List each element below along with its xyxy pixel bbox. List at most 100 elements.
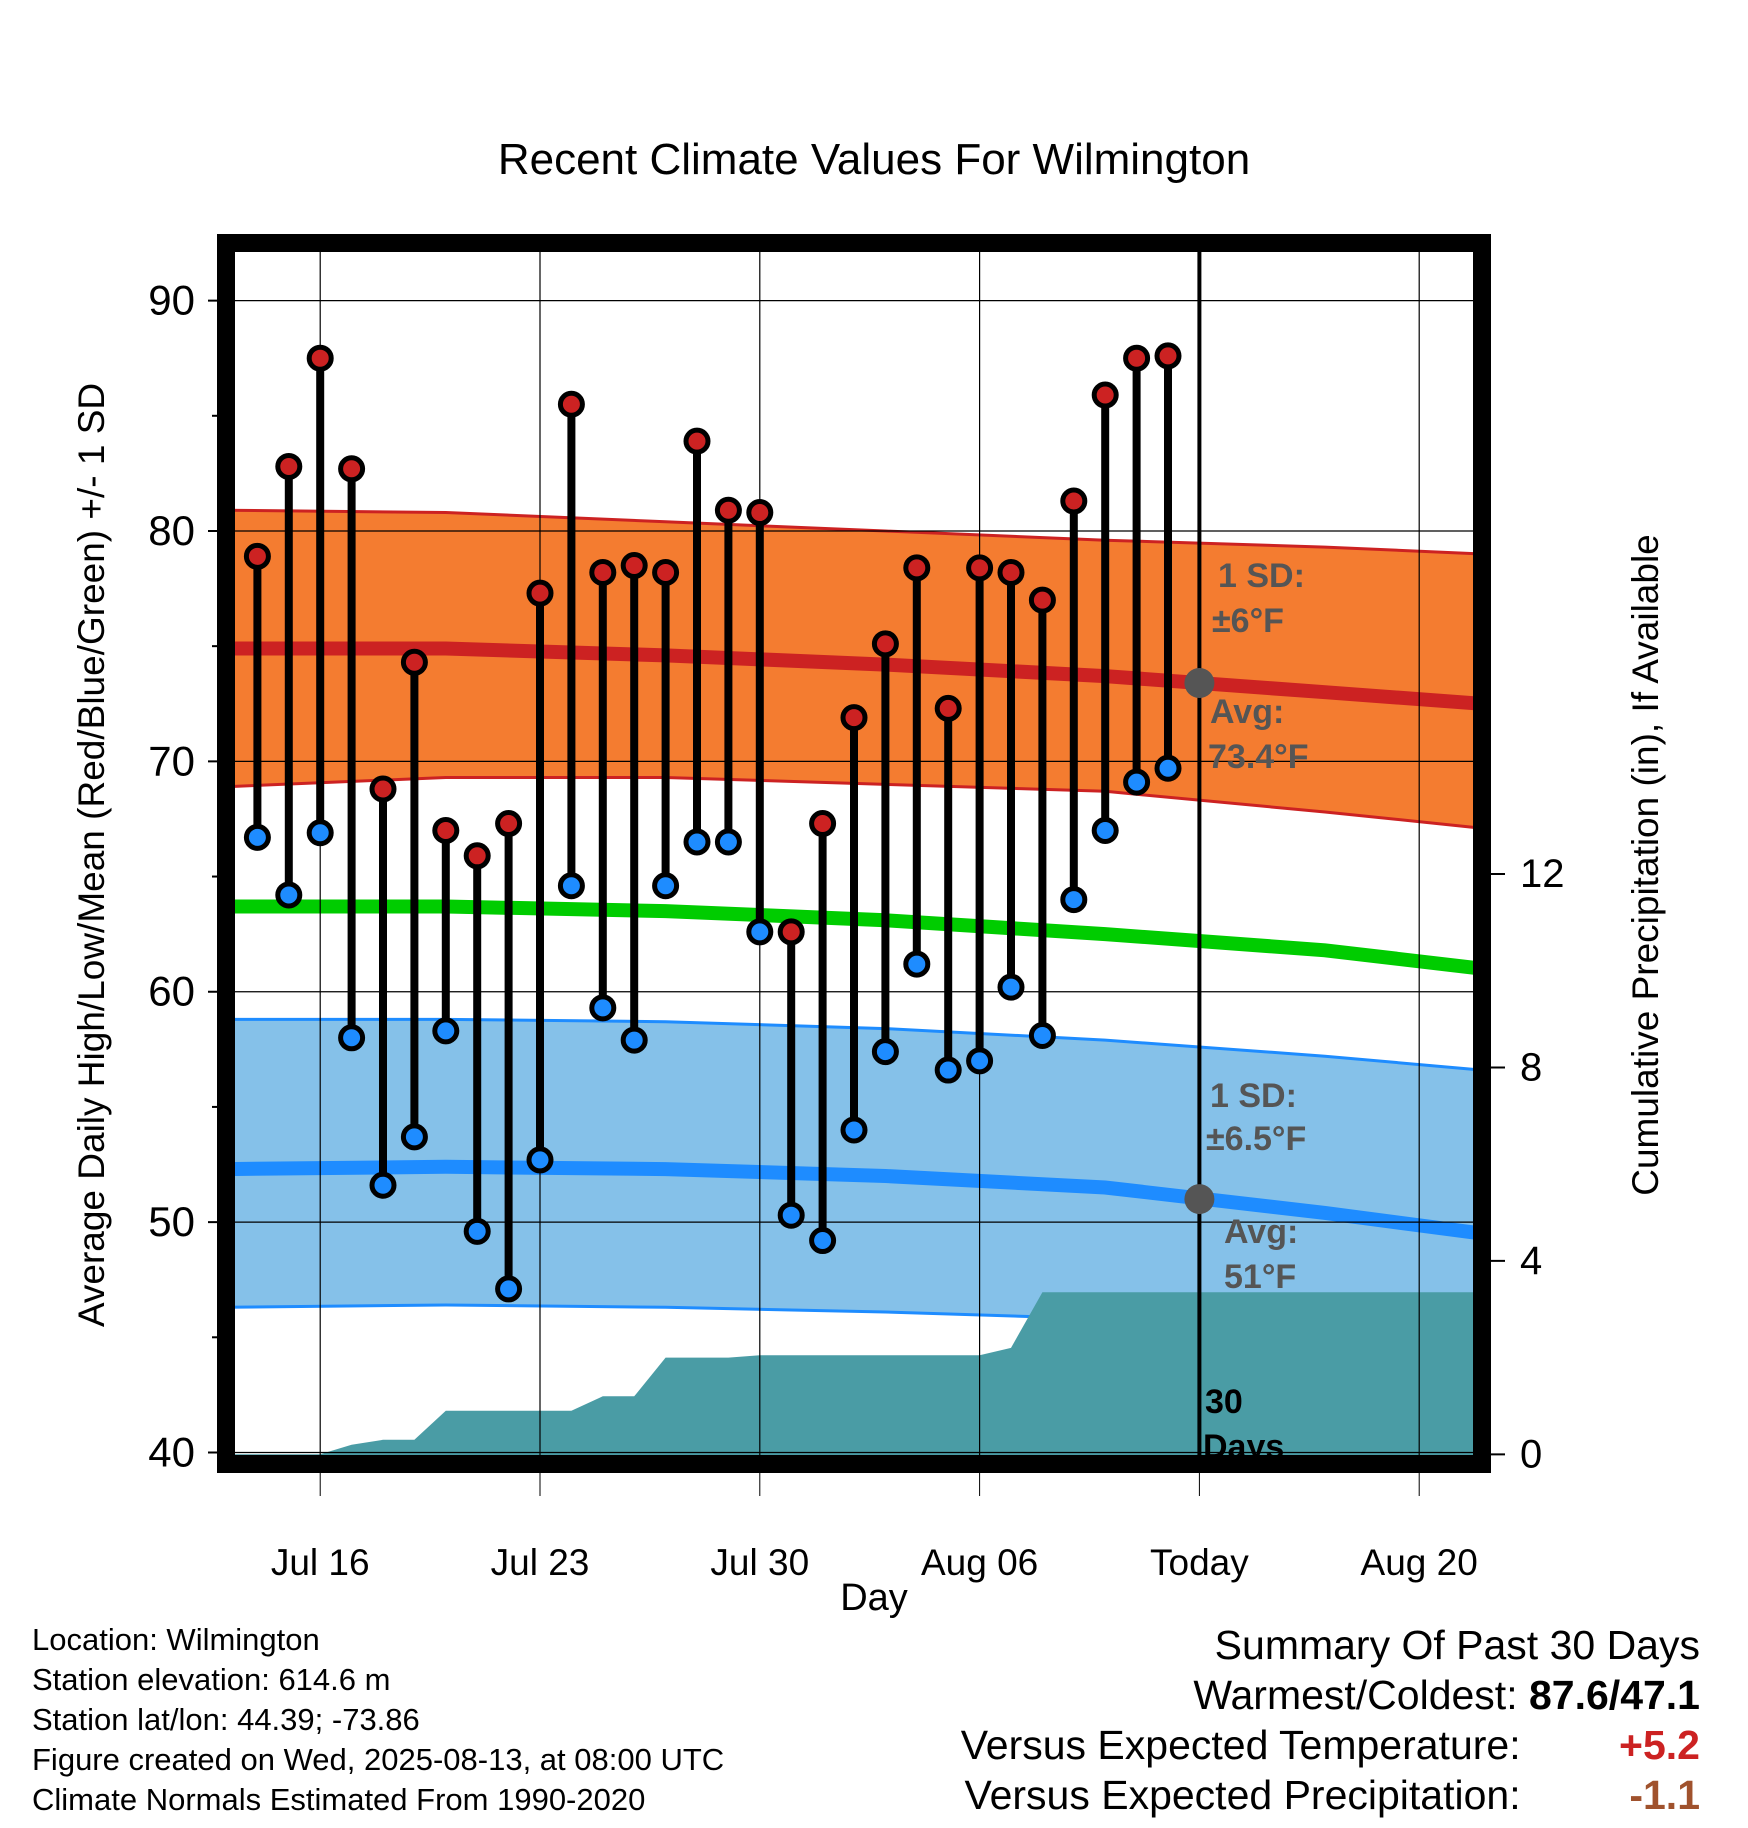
- daily-high-point: [1028, 586, 1056, 614]
- daily-high-point: [526, 579, 554, 607]
- daily-low-point: [1154, 754, 1182, 782]
- daily-low-point: [1060, 886, 1088, 914]
- y2-tick-label: 4: [1520, 1239, 1542, 1283]
- daily-low-point: [840, 1116, 868, 1144]
- daily-low-point: [777, 1201, 805, 1229]
- y-tick-label: 40: [148, 1428, 195, 1475]
- precip-anomaly-value: -1.1: [1629, 1772, 1700, 1818]
- x-tick-label: Aug 06: [921, 1542, 1038, 1583]
- daily-high-point: [369, 775, 397, 803]
- daily-high-point: [1091, 381, 1119, 409]
- daily-high-point: [400, 648, 428, 676]
- daily-low-point: [1123, 768, 1151, 796]
- low-sd-value: ±6.5°F: [1206, 1120, 1306, 1158]
- daily-low-point: [997, 973, 1025, 1001]
- daily-high-point: [306, 344, 334, 372]
- y2-tick-label: 12: [1520, 852, 1565, 896]
- daily-high-point: [275, 452, 303, 480]
- daily-high-point: [557, 390, 585, 418]
- precip-anomaly-label: Versus Expected Precipitation:: [964, 1772, 1521, 1818]
- summary-panel: Summary Of Past 30 Days Warmest/Coldest:…: [961, 1620, 1700, 1820]
- low-avg-marker: [1184, 1184, 1215, 1215]
- x-tick-label: Jul 16: [271, 1542, 370, 1583]
- daily-low-point: [463, 1217, 491, 1245]
- location-text: Location: Wilmington: [32, 1622, 320, 1657]
- daily-low-point: [338, 1024, 366, 1052]
- daily-high-point: [432, 816, 460, 844]
- latlon-text: Station lat/lon: 44.39; -73.86: [32, 1702, 420, 1737]
- daily-low-point: [243, 823, 271, 851]
- warm-cold-value: 87.6/47.1: [1529, 1672, 1700, 1718]
- daily-low-point: [1028, 1021, 1056, 1049]
- daily-high-point: [338, 455, 366, 483]
- daily-low-point: [306, 819, 334, 847]
- daily-low-point: [652, 872, 680, 900]
- summary-temp: Versus Expected Temperature: +5.2: [961, 1720, 1700, 1770]
- x-tick-label: Today: [1150, 1542, 1249, 1583]
- y-tick-label: 70: [148, 737, 195, 784]
- x-tick-label: Jul 23: [491, 1542, 590, 1583]
- climate-chart: Recent Climate Values For Wilmington 1 S…: [71, 135, 1666, 1619]
- normal-low-line: [225, 1159, 1483, 1241]
- y2-axis-label: Cumulative Precipitation (in), If Availa…: [1625, 534, 1666, 1196]
- high-sd-label: 1 SD:: [1218, 557, 1305, 595]
- temp-anomaly-label: Versus Expected Temperature:: [960, 1722, 1521, 1768]
- daily-high-point: [777, 918, 805, 946]
- daily-low-point: [1091, 816, 1119, 844]
- daily-high-point: [1154, 342, 1182, 370]
- daily-high-point: [714, 496, 742, 524]
- summary-heading: Summary Of Past 30 Days: [1214, 1622, 1700, 1668]
- x-tick-label: Jul 30: [710, 1542, 809, 1583]
- daily-high-point: [620, 552, 648, 580]
- warm-cold-label: Warmest/Coldest:: [1193, 1672, 1518, 1718]
- daily-low-point: [369, 1171, 397, 1199]
- daily-low-point: [683, 828, 711, 856]
- daily-low-point: [871, 1038, 899, 1066]
- daily-low-point: [557, 872, 585, 900]
- chart-title: Recent Climate Values For Wilmington: [498, 135, 1250, 184]
- period-count-label: 30: [1205, 1383, 1243, 1421]
- daily-high-point: [589, 558, 617, 586]
- y-tick-label: 90: [148, 277, 195, 324]
- daily-high-point: [997, 558, 1025, 586]
- low-sd-label: 1 SD:: [1210, 1077, 1297, 1115]
- daily-high-point: [495, 810, 523, 838]
- daily-low-point: [589, 994, 617, 1022]
- precipitation-area: [226, 1292, 1482, 1464]
- normals-text: Climate Normals Estimated From 1990-2020: [32, 1782, 646, 1817]
- daily-high-point: [934, 694, 962, 722]
- daily-high-point: [871, 630, 899, 658]
- daily-high-point: [903, 554, 931, 582]
- x-tick-label: Aug 20: [1361, 1542, 1478, 1583]
- low-avg-value: 51°F: [1224, 1258, 1296, 1296]
- daily-high-point: [463, 842, 491, 870]
- daily-high-point: [652, 558, 680, 586]
- daily-low-point: [400, 1123, 428, 1151]
- temp-anomaly-value: +5.2: [1619, 1722, 1700, 1768]
- summary-warm-cold: Warmest/Coldest: 87.6/47.1: [961, 1670, 1700, 1720]
- y-tick-label: 80: [148, 507, 195, 554]
- high-avg-value: 73.4°F: [1208, 738, 1309, 776]
- daily-high-point: [809, 810, 837, 838]
- daily-low-point: [620, 1026, 648, 1054]
- daily-low-point: [903, 950, 931, 978]
- y-axis-label: Average Daily High/Low/Mean (Red/Blue/Gr…: [71, 383, 112, 1327]
- daily-low-point: [934, 1056, 962, 1084]
- y2-tick-label: 0: [1520, 1432, 1542, 1476]
- daily-low-point: [746, 918, 774, 946]
- station-info: Location: Wilmington Station elevation: …: [32, 1620, 724, 1820]
- daily-low-point: [714, 828, 742, 856]
- created-text: Figure created on Wed, 2025-08-13, at 08…: [32, 1742, 725, 1777]
- high-sd-value: ±6°F: [1212, 602, 1284, 640]
- daily-high-point: [1123, 344, 1151, 372]
- low-avg-label: Avg:: [1224, 1213, 1298, 1251]
- daily-high-point: [243, 542, 271, 570]
- daily-low-point: [495, 1275, 523, 1303]
- daily-low-point: [432, 1017, 460, 1045]
- y2-tick-label: 8: [1520, 1045, 1542, 1089]
- high-avg-marker: [1184, 668, 1215, 699]
- y-tick-label: 60: [148, 968, 195, 1015]
- plot-frame: [217, 234, 1491, 1473]
- elevation-text: Station elevation: 614.6 m: [32, 1662, 391, 1697]
- daily-high-point: [683, 427, 711, 455]
